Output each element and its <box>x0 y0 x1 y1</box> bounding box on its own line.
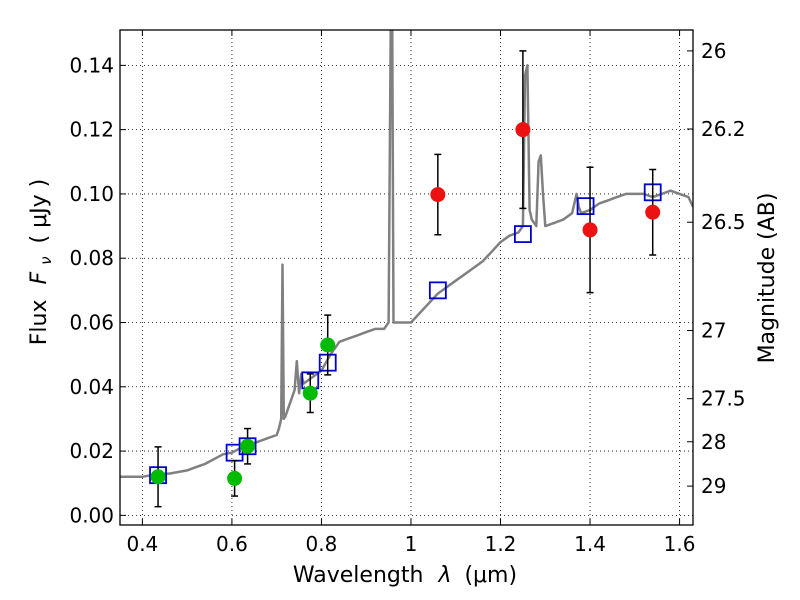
optical-point <box>150 469 166 485</box>
nir-point <box>582 222 598 238</box>
optical-point <box>240 438 256 454</box>
x-tick-label: 1.6 <box>664 532 696 556</box>
plot-frame <box>119 29 694 526</box>
model-photometry-square <box>513 225 532 244</box>
optical-point <box>302 385 318 401</box>
x-tick-label: 1.4 <box>574 532 606 556</box>
y-tick-label: 0.14 <box>69 53 114 77</box>
y-tick-label: 0.00 <box>69 503 114 527</box>
x-tick-label: 1 <box>405 532 418 556</box>
magnitude-axis-label: Magnitude (AB) <box>755 193 780 364</box>
nir-point <box>645 204 661 220</box>
x-tick-label: 0.4 <box>126 532 158 556</box>
plot-data <box>120 30 693 508</box>
y-tick-label: 0.08 <box>69 246 114 270</box>
nir-point <box>430 187 446 203</box>
magnitude-tick-label: 26 <box>701 39 726 63</box>
magnitude-tick-label: 27 <box>701 319 726 343</box>
x-axis-label: Wavelength λ (μm) <box>293 563 517 588</box>
model-photometry-square <box>428 281 447 300</box>
y-tick-label: 0.04 <box>69 375 114 399</box>
x-tick-label: 1.2 <box>485 532 517 556</box>
optical-point <box>320 337 336 353</box>
magnitude-tick-label: 26.2 <box>701 117 746 141</box>
x-tick-label: 0.8 <box>306 532 338 556</box>
nir-point <box>515 122 531 138</box>
x-tick-label: 0.6 <box>216 532 248 556</box>
y-tick-label: 0.02 <box>69 439 114 463</box>
y-axis-label: Flux F ν ( μJy ) <box>27 179 57 345</box>
y-tick-label: 0.12 <box>69 118 114 142</box>
optical-point <box>227 470 243 486</box>
grid <box>120 30 693 525</box>
y-tick-label: 0.10 <box>69 182 114 206</box>
y-tick-label: 0.06 <box>69 311 114 335</box>
magnitude-tick-label: 28 <box>701 430 726 454</box>
magnitude-tick-label: 26.5 <box>701 210 746 234</box>
model-photometry-square <box>576 197 595 216</box>
magnitude-tick-label: 29 <box>701 474 726 498</box>
axes: 0.4 0.6 0.8 1 1.2 1.4 1.6 0.00 0.02 0.04 0.06 0.08 0… <box>69 30 746 556</box>
magnitude-tick-label: 27.5 <box>701 387 746 411</box>
